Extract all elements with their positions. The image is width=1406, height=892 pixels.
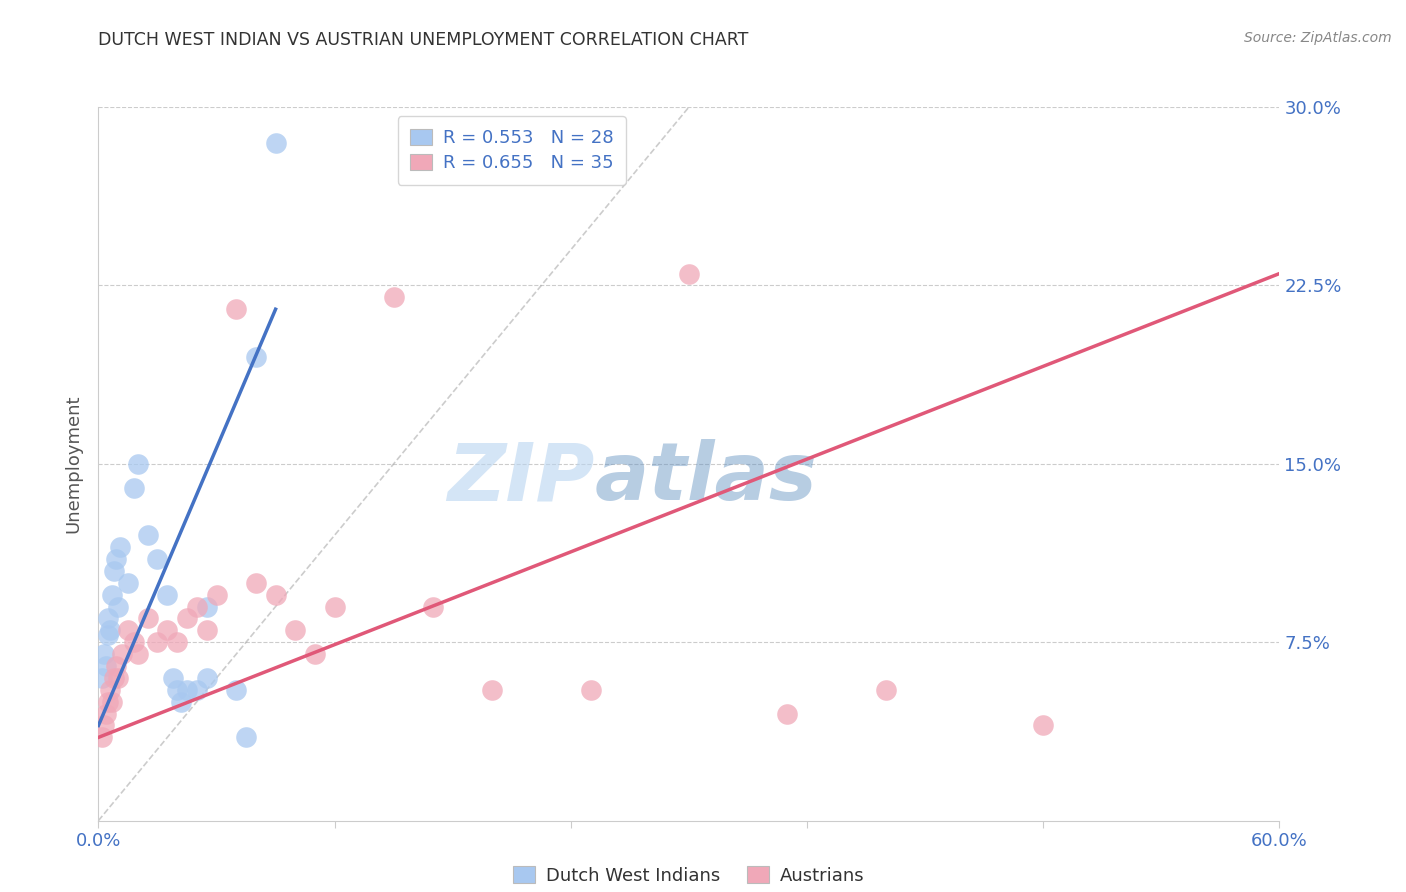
Point — [205, 588, 228, 602]
Point — [93, 718, 115, 732]
Point — [97, 695, 120, 709]
Point — [97, 628, 120, 642]
Point — [170, 695, 193, 709]
Point — [136, 611, 159, 625]
Point — [264, 136, 287, 150]
Point — [323, 599, 346, 614]
Point — [166, 682, 188, 697]
Text: atlas: atlas — [595, 439, 817, 517]
Text: Source: ZipAtlas.com: Source: ZipAtlas.com — [1244, 31, 1392, 45]
Point — [166, 635, 188, 649]
Point — [245, 575, 267, 590]
Point — [186, 682, 208, 697]
Point — [481, 682, 503, 697]
Point — [382, 290, 405, 304]
Point — [176, 682, 198, 697]
Point — [101, 695, 124, 709]
Text: DUTCH WEST INDIAN VS AUSTRIAN UNEMPLOYMENT CORRELATION CHART: DUTCH WEST INDIAN VS AUSTRIAN UNEMPLOYME… — [98, 31, 749, 49]
Point — [136, 528, 159, 542]
Point — [422, 599, 444, 614]
Point — [678, 267, 700, 281]
Point — [146, 635, 169, 649]
Point — [776, 706, 799, 721]
Point — [91, 671, 114, 685]
Point — [97, 611, 120, 625]
Point — [195, 624, 218, 638]
Point — [91, 731, 114, 745]
Point — [195, 599, 218, 614]
Point — [875, 682, 897, 697]
Point — [105, 552, 128, 566]
Point — [105, 659, 128, 673]
Point — [127, 457, 149, 471]
Point — [96, 706, 118, 721]
Point — [156, 588, 179, 602]
Point — [96, 659, 118, 673]
Y-axis label: Unemployment: Unemployment — [65, 394, 83, 533]
Point — [103, 671, 125, 685]
Point — [225, 682, 247, 697]
Point — [103, 564, 125, 578]
Text: ZIP: ZIP — [447, 439, 595, 517]
Point — [176, 611, 198, 625]
Point — [195, 671, 218, 685]
Point — [98, 624, 121, 638]
Legend: Dutch West Indians, Austrians: Dutch West Indians, Austrians — [505, 857, 873, 892]
Point — [122, 481, 145, 495]
Point — [245, 350, 267, 364]
Point — [225, 302, 247, 317]
Point — [186, 599, 208, 614]
Point — [117, 624, 139, 638]
Point — [1032, 718, 1054, 732]
Point — [101, 588, 124, 602]
Point — [108, 540, 131, 554]
Point — [107, 671, 129, 685]
Point — [127, 647, 149, 661]
Point — [107, 599, 129, 614]
Point — [111, 647, 134, 661]
Point — [93, 647, 115, 661]
Point — [304, 647, 326, 661]
Point — [235, 731, 257, 745]
Point — [579, 682, 602, 697]
Point — [146, 552, 169, 566]
Point — [117, 575, 139, 590]
Point — [162, 671, 184, 685]
Point — [264, 588, 287, 602]
Point — [122, 635, 145, 649]
Point — [284, 624, 307, 638]
Point — [98, 682, 121, 697]
Point — [156, 624, 179, 638]
